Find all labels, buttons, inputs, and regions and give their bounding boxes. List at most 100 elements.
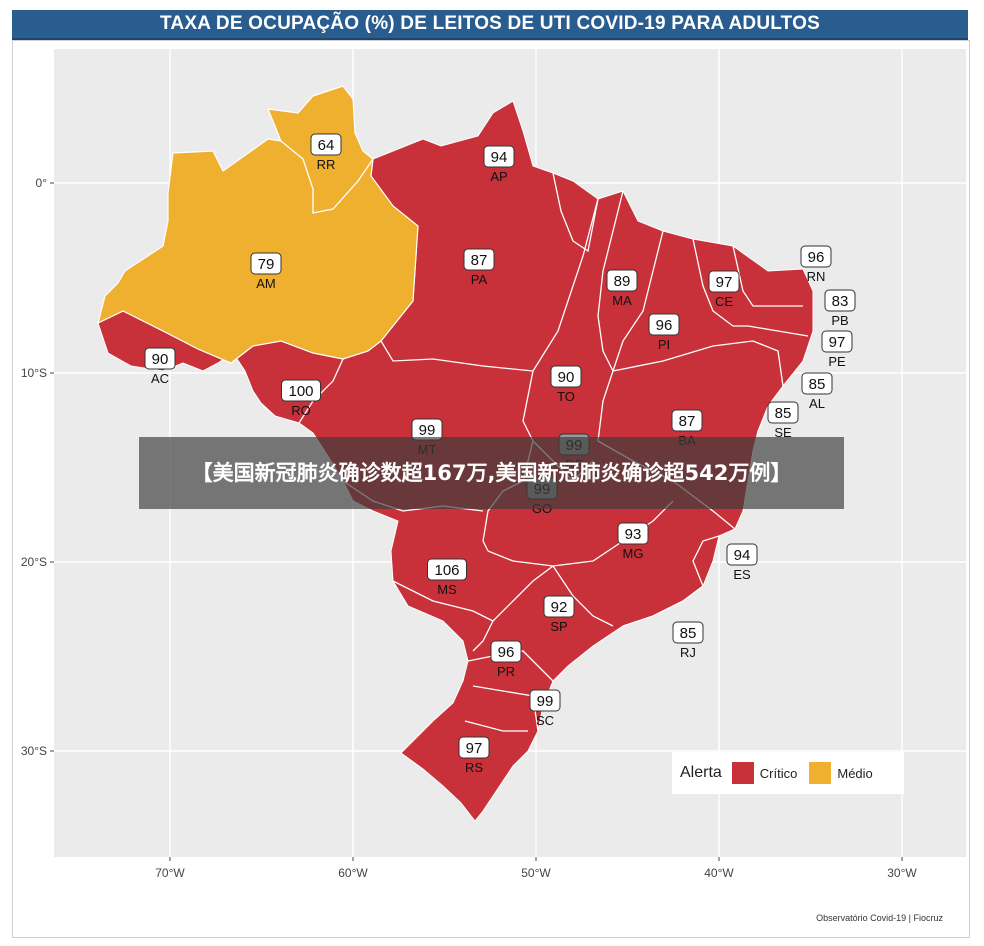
state-code: RS	[465, 760, 483, 775]
state-value-box	[529, 689, 561, 712]
state-label-rr: 64 RR	[310, 133, 342, 172]
state-code: RN	[807, 269, 826, 284]
overlay-banner: 【美国新冠肺炎确诊数超167万,美国新冠肺炎确诊超542万例】	[139, 437, 844, 509]
legend-title: Alerta	[680, 764, 722, 781]
state-value: 92	[551, 599, 568, 616]
x-tick-label: 30°W	[887, 866, 917, 880]
state-value-box	[726, 543, 758, 566]
state-code: RO	[291, 403, 311, 418]
state-value: 90	[152, 351, 169, 368]
state-value: 85	[775, 405, 792, 422]
state-code: PE	[828, 354, 846, 369]
state-label-mg: 93 MG	[617, 522, 649, 561]
legend-label-critico: Crítico	[759, 765, 798, 781]
state-value-box	[144, 347, 176, 370]
state-value: 97	[466, 740, 483, 757]
state-label-al: 85 AL	[801, 372, 833, 411]
state-value: 96	[808, 249, 825, 266]
state-value: 96	[498, 644, 515, 661]
state-value-box	[648, 313, 680, 336]
state-value: 90	[558, 369, 575, 386]
y-tick-label: 10°S	[21, 366, 47, 380]
state-value: 94	[491, 149, 508, 166]
state-code: AP	[490, 169, 507, 184]
state-value: 87	[471, 252, 488, 269]
state-label-to: 90 TO	[550, 365, 582, 404]
state-label-ap: 94 AP	[483, 145, 515, 184]
state-code: PB	[831, 313, 848, 328]
state-code: PR	[497, 664, 515, 679]
x-tick-label: 40°W	[704, 866, 734, 880]
state-label-pa: 87 PA	[463, 248, 495, 287]
state-value: 64	[318, 137, 335, 154]
source-credit: Observatório Covid-19 | Fiocruz	[816, 913, 943, 923]
state-code: CE	[715, 294, 733, 309]
axes: 70°W 60°W 50°W 40°W 30°W 0° 10°S 20°S 30…	[21, 176, 918, 880]
state-value-box	[250, 252, 282, 275]
y-axis: 0° 10°S 20°S 30°S	[21, 176, 54, 758]
state-code: MA	[612, 293, 632, 308]
map-title: TAXA DE OCUPAÇÃO (%) DE LEITOS DE UTI CO…	[12, 10, 968, 40]
state-value-box	[310, 133, 342, 156]
state-value: 99	[419, 422, 436, 439]
state-code: TO	[557, 389, 575, 404]
state-value: 79	[258, 256, 275, 273]
state-value-box	[427, 558, 467, 581]
state-label-sc: 99 SC	[529, 689, 561, 728]
state-value-box	[824, 289, 856, 312]
state-code: AM	[256, 276, 276, 291]
legend-label-medio: Médio	[837, 765, 873, 781]
state-value: 87	[679, 413, 696, 430]
y-tick-label: 0°	[36, 176, 48, 190]
state-code: MG	[623, 546, 644, 561]
state-label-se: 85 SE	[767, 401, 799, 440]
state-value-box	[708, 270, 740, 293]
state-label-pr: 96 PR	[490, 640, 522, 679]
state-code: ES	[733, 567, 751, 582]
state-value: 99	[537, 693, 554, 710]
state-code: SP	[550, 619, 567, 634]
state-label-ma: 89 MA	[606, 269, 638, 308]
state-code: AL	[809, 396, 825, 411]
state-label-am: 79 AM	[250, 252, 282, 291]
legend-swatch-medio	[809, 762, 832, 784]
state-code: AC	[151, 371, 169, 386]
state-value: 89	[614, 273, 631, 290]
state-label-pe: 97 PE	[821, 330, 853, 369]
state-label-ce: 97 CE	[708, 270, 740, 309]
state-value: 100	[288, 383, 313, 400]
state-label-es: 94 ES	[726, 543, 758, 582]
state-value-box	[463, 248, 495, 271]
state-value: 85	[809, 376, 826, 393]
y-tick-label: 20°S	[21, 555, 47, 569]
state-value-box	[606, 269, 638, 292]
state-value: 96	[656, 317, 673, 334]
legend-swatch-critico	[731, 762, 754, 784]
state-code: PI	[658, 337, 670, 352]
state-value-box	[458, 736, 490, 759]
x-tick-label: 70°W	[155, 866, 185, 880]
state-value-box	[550, 365, 582, 388]
state-value-box	[672, 621, 704, 644]
state-value-box	[490, 640, 522, 663]
state-value-box	[543, 595, 575, 618]
state-value: 93	[625, 526, 642, 543]
state-code: RR	[317, 157, 336, 172]
state-code: SC	[536, 713, 554, 728]
state-value-box	[617, 522, 649, 545]
state-value: 97	[829, 334, 846, 351]
state-code: PA	[471, 272, 488, 287]
state-labels: 64 RR 94 AP 79 AM 87 PA 89 MA 97 CE 96 RN 83 PB 96 PI 97 PE…	[144, 133, 856, 775]
state-code: SE	[774, 425, 792, 440]
state-label-ms: 106 MS	[427, 558, 467, 597]
state-value-box	[281, 379, 321, 402]
state-value: 94	[734, 547, 751, 564]
state-value-box	[800, 245, 832, 268]
state-value-box	[483, 145, 515, 168]
state-value: 85	[680, 625, 697, 642]
state-label-pb: 83 PB	[824, 289, 856, 328]
state-label-ac: 90 AC	[144, 347, 176, 386]
state-label-rn: 96 RN	[800, 245, 832, 284]
state-label-rs: 97 RS	[458, 736, 490, 775]
state-code: MS	[437, 582, 457, 597]
